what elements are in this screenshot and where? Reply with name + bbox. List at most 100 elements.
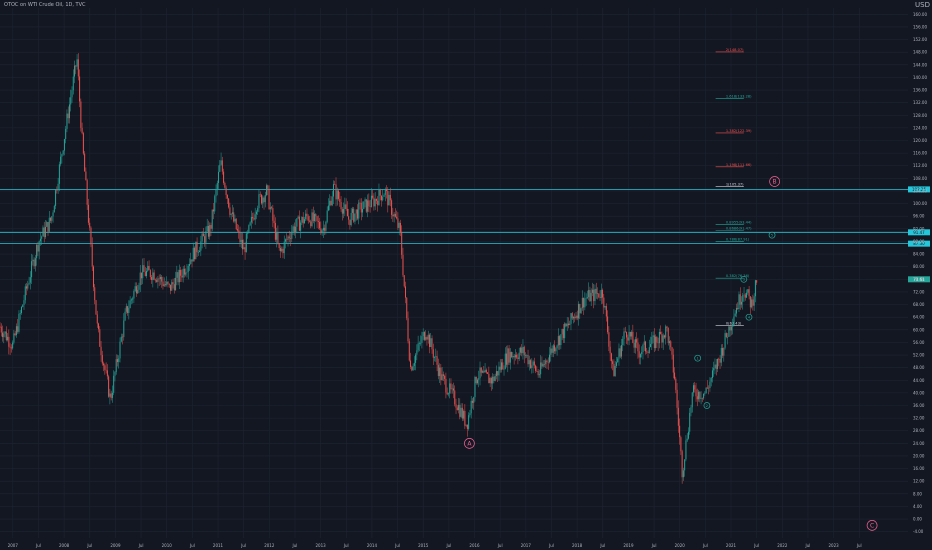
candle-body (106, 370, 108, 377)
wave-label-text: 3 (743, 278, 745, 282)
candle-body (76, 59, 78, 67)
candle-body (274, 223, 276, 240)
candle-body (98, 323, 100, 330)
candle-body (32, 259, 34, 262)
candle-body (344, 204, 346, 209)
y-tick-label: 4.00 (913, 504, 922, 509)
candle-body (24, 286, 26, 301)
candle-body (368, 200, 370, 207)
candle-body (105, 369, 107, 371)
candle-body (92, 266, 94, 288)
candle-body (542, 364, 544, 367)
candle-body (615, 362, 617, 366)
x-tick-label: Jul (651, 543, 657, 548)
candle-body (288, 236, 290, 239)
candle-body (705, 387, 707, 393)
candle-body (283, 241, 285, 254)
y-tick-label: 140.00 (913, 75, 927, 80)
y-tick-label: 28.00 (913, 428, 925, 433)
wave-label-text: 5 (771, 233, 773, 237)
candle-body (26, 286, 28, 289)
candle-body (647, 352, 649, 353)
candle-body (252, 217, 254, 219)
candle-body (749, 296, 751, 308)
candle-body (314, 214, 316, 222)
candle-body (182, 268, 184, 278)
y-tick-label: 48.00 (913, 365, 925, 370)
candle-body (665, 326, 667, 338)
candle-body (698, 391, 700, 400)
candle-body (221, 160, 223, 172)
candle-body (602, 289, 604, 298)
candle-body (724, 333, 726, 348)
candle-body (310, 221, 312, 227)
candle-body (729, 326, 731, 331)
candle-body (613, 363, 615, 377)
x-tick-label: Jul (856, 543, 862, 548)
candle-body (710, 377, 712, 382)
candle-body (483, 371, 485, 373)
candle-body (377, 200, 379, 206)
candle-body (560, 334, 562, 346)
candle-body (661, 333, 663, 343)
candle-body (181, 275, 183, 278)
grid (0, 8, 908, 538)
candle-body (411, 366, 413, 371)
candle-body (253, 218, 255, 220)
candle-body (303, 219, 305, 224)
candle-body (119, 341, 121, 359)
candle-body (50, 217, 52, 221)
candle-body (201, 233, 203, 242)
candle-body (27, 284, 29, 289)
candle-body (334, 184, 336, 185)
candle-body (335, 184, 337, 200)
candle-body (575, 315, 577, 319)
candle-body (641, 352, 643, 355)
candle-body (454, 390, 456, 405)
x-tick-label: 2023 (829, 543, 840, 548)
candle-body (507, 348, 509, 365)
candle-body (191, 259, 193, 262)
price-tag-label: 103.25 (912, 187, 926, 192)
candle-body (670, 341, 672, 348)
candle-body (470, 400, 472, 414)
candle-body (28, 282, 30, 285)
candle-body (57, 183, 59, 191)
x-tick-label: Jul (86, 543, 92, 548)
candle-body (603, 297, 605, 308)
candle-body (489, 378, 491, 384)
candle-body (561, 329, 563, 335)
candle-body (90, 227, 92, 245)
candle-body (527, 355, 529, 365)
candle-body (502, 362, 504, 370)
x-tick-label: 2020 (675, 543, 686, 548)
candle-body (302, 217, 304, 224)
candle-body (162, 281, 164, 287)
candle-body (279, 248, 281, 252)
candle-body (159, 276, 161, 280)
candle-body (416, 350, 418, 355)
candle-body (756, 280, 758, 283)
candle-body (168, 283, 170, 285)
candle-body (177, 272, 179, 283)
candle-body (581, 297, 583, 309)
candle-body (103, 363, 105, 366)
candle-body (0, 326, 2, 333)
candle-body (271, 207, 273, 209)
candle-body (436, 356, 438, 365)
x-tick-label: Jul (497, 543, 503, 548)
y-tick-label: 0.00 (913, 517, 922, 522)
candle-body (423, 332, 425, 340)
y-tick-label: 152.00 (913, 37, 927, 42)
candle-body (728, 326, 730, 337)
candle-body (634, 339, 636, 348)
candle-body (498, 366, 500, 376)
currency-label[interactable]: USD (915, 1, 930, 9)
candle-body (324, 227, 326, 231)
candle-body (151, 277, 153, 280)
candle-body (305, 213, 307, 220)
y-axis: 160.00 156.00 152.00 148.00 144.00 140.00 136.… (913, 12, 927, 534)
candle-body (307, 216, 309, 221)
candle-body (536, 370, 538, 372)
